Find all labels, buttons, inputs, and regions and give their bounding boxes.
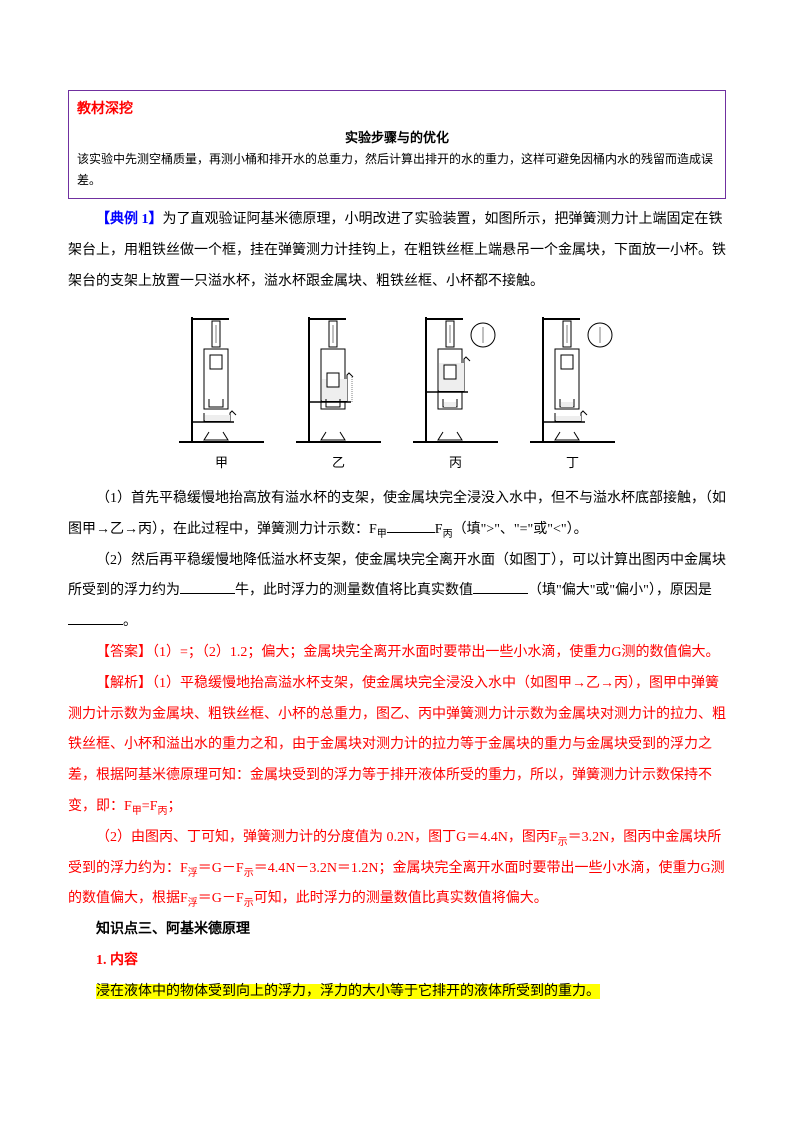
question-1: （1）首先平稳缓慢地抬高放有溢水杯的支架，使金属块完全浸没入水中，但不与溢水杯底…: [68, 484, 726, 546]
knowledge-point-content-wrap: 浸在液体中的物体受到向上的浮力，浮力的大小等于它排开的液体所受到的重力。: [68, 977, 726, 1008]
blank-2: [180, 580, 235, 595]
fig-label-1: 乙: [291, 449, 386, 478]
apparatus-bing: [408, 307, 503, 447]
knowledge-point-sub: 1. 内容: [68, 946, 726, 977]
answer-text: （1）=；（2）1.2；偏大；金属块完全离开水面时要带出一些小水滴，使重力G测的…: [152, 645, 720, 660]
example-label: 【典例 1】: [96, 212, 163, 227]
apparatus-jia: [174, 307, 269, 447]
box-subtitle: 实验步骤与的优化: [77, 126, 717, 149]
figure-row: 甲 乙: [68, 307, 726, 478]
answer-label: 【答案】: [96, 645, 152, 660]
fig-label-0: 甲: [174, 449, 269, 478]
question-2: （2）然后再平稳缓慢地降低溢水杯支架，使金属块完全离开水面（如图丁），可以计算出…: [68, 546, 726, 638]
fig-label-2: 丙: [408, 449, 503, 478]
knowledge-point-title: 知识点三、阿基米德原理: [68, 915, 726, 946]
knowledge-point-content: 浸在液体中的物体受到向上的浮力，浮力的大小等于它排开的液体所受到的重力。: [96, 984, 600, 999]
callout-box: 教材深挖 实验步骤与的优化 该实验中先测空桶质量，再测小桶和排开水的总重力，然后…: [68, 90, 726, 199]
box-content: 该实验中先测空桶质量，再测小桶和排开水的总重力，然后计算出排开的水的重力，这样可…: [77, 149, 717, 190]
intro-text: 为了直观验证阿基米德原理，小明改进了实验装置，如图所示，把弹簧测力计上端固定在铁…: [68, 212, 726, 289]
blank-4: [68, 610, 123, 625]
blank-1: [387, 518, 435, 533]
analysis-1: 【解析】（1）平稳缓慢地抬高溢水杯支架，使金属块完全浸没入水中（如图甲→乙→丙）…: [68, 669, 726, 823]
fig-label-3: 丁: [525, 449, 620, 478]
analysis-label: 【解析】: [96, 676, 152, 691]
apparatus-yi: [291, 307, 386, 447]
apparatus-ding: [525, 307, 620, 447]
blank-3: [473, 580, 528, 595]
analysis-2: （2）由图丙、丁可知，弹簧测力计的分度值为 0.2N，图丁G＝4.4N，图丙F示…: [68, 823, 726, 915]
answer-para: 【答案】（1）=；（2）1.2；偏大；金属块完全离开水面时要带出一些小水滴，使重…: [68, 638, 726, 669]
example-intro: 【典例 1】为了直观验证阿基米德原理，小明改进了实验装置，如图所示，把弹簧测力计…: [68, 205, 726, 297]
box-title: 教材深挖: [77, 95, 717, 126]
